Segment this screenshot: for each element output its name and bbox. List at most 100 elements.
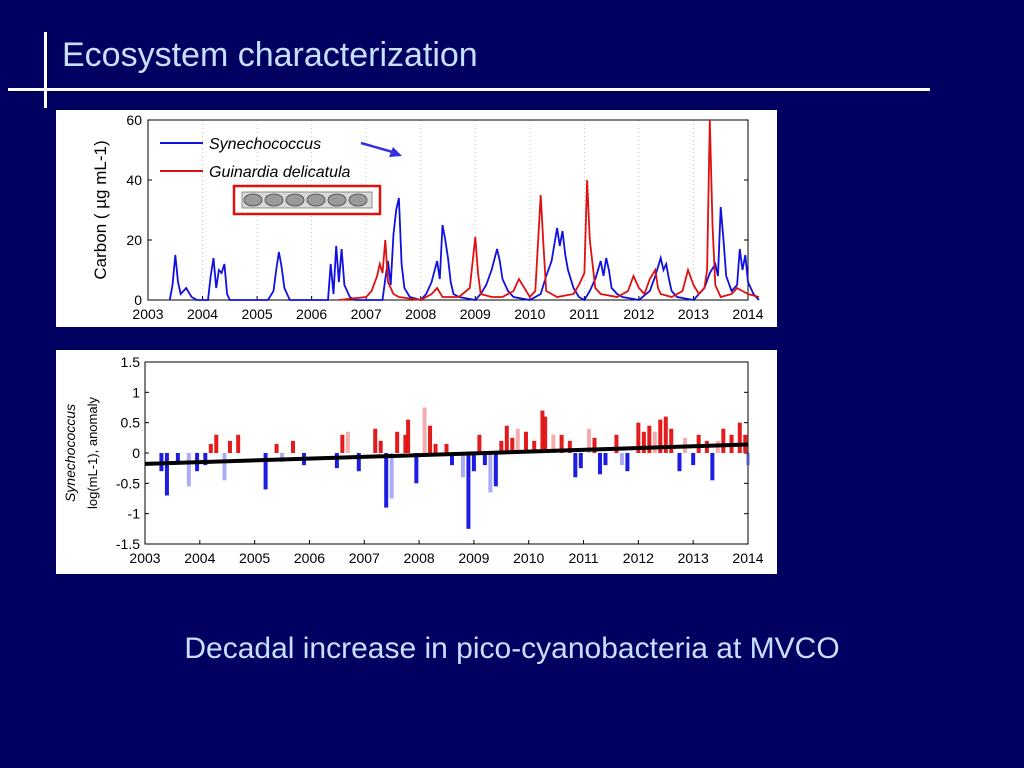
anomaly-bar bbox=[543, 416, 548, 453]
anomaly-bar bbox=[428, 425, 433, 453]
anomaly-bar bbox=[523, 431, 528, 453]
anomaly-bar bbox=[567, 440, 572, 453]
anomaly-bar bbox=[540, 410, 545, 453]
anomaly-bar bbox=[587, 428, 592, 453]
y-tick-label: 1.5 bbox=[121, 354, 141, 370]
x-tick-label: 2007 bbox=[349, 550, 380, 566]
carbon-chart-panel: 0 20 40 60 2003 2004 2005 2006 2007 2008 2009 2010 2… bbox=[56, 110, 777, 327]
carbon-chart: 0 20 40 60 2003 2004 2005 2006 2007 2008 2009 2010 2… bbox=[91, 112, 764, 322]
anomaly-bar bbox=[488, 453, 493, 493]
anomaly-bar bbox=[614, 434, 619, 453]
series-line-guinardia-delicatula bbox=[338, 119, 760, 301]
x-tick-label: 2005 bbox=[239, 550, 270, 566]
x-tick-label: 2011 bbox=[569, 306, 599, 322]
anomaly-bar bbox=[625, 453, 630, 472]
x-tick-label: 2006 bbox=[296, 306, 327, 322]
anomaly-bar bbox=[477, 434, 482, 453]
anomaly-bar bbox=[493, 453, 498, 487]
legend-label: Guinardia delicatula bbox=[209, 164, 351, 181]
anomaly-bar bbox=[356, 453, 361, 472]
anomaly-bar bbox=[422, 407, 427, 453]
anomaly-bar bbox=[597, 453, 602, 475]
x-tick-label: 2008 bbox=[404, 550, 435, 566]
anomaly-bar bbox=[389, 453, 394, 499]
y-tick-label: 0 bbox=[132, 445, 140, 461]
anomaly-bar bbox=[573, 453, 578, 478]
anomaly-bar bbox=[373, 428, 378, 453]
legend-arrow-shaft bbox=[360, 141, 397, 155]
anomaly-bar bbox=[677, 453, 682, 472]
x-tick-label: 2004 bbox=[187, 306, 218, 322]
x-tick-label: 2008 bbox=[405, 306, 436, 322]
anomaly-bar bbox=[652, 431, 657, 453]
anomaly-bar bbox=[466, 453, 471, 529]
y-axis-label: Carbon ( µg mL-1) bbox=[91, 140, 110, 279]
anomaly-bar bbox=[406, 419, 411, 453]
anomaly-bar bbox=[504, 425, 509, 453]
title-vertical-rule bbox=[44, 32, 47, 108]
anomaly-bar bbox=[186, 453, 191, 487]
y-tick-label: 0 bbox=[134, 292, 142, 308]
anomaly-bar bbox=[510, 437, 515, 453]
anomaly-bar bbox=[559, 434, 564, 453]
diatom-cell-icon bbox=[243, 193, 263, 207]
anomaly-bar bbox=[482, 453, 487, 466]
diatom-cell-icon bbox=[285, 193, 305, 207]
x-tick-label: 2014 bbox=[732, 306, 763, 322]
y-tick-label: 60 bbox=[126, 112, 142, 128]
y-tick-label: 40 bbox=[126, 172, 142, 188]
anomaly-bar bbox=[334, 453, 339, 469]
x-tick-label: 2013 bbox=[678, 306, 709, 322]
anomaly-bar bbox=[691, 453, 696, 466]
anomaly-bar bbox=[647, 425, 652, 453]
anomaly-bar bbox=[658, 419, 663, 453]
anomaly-bar bbox=[696, 434, 701, 453]
series-line-synechococcus bbox=[168, 197, 760, 302]
anomaly-chart: -1.5 -1 -0.5 0 0.5 1 1.5 2003 2004 2005 2006 2007 20… bbox=[62, 354, 764, 566]
anomaly-chart-panel: -1.5 -1 -0.5 0 0.5 1 1.5 2003 2004 2005 2006 2007 20… bbox=[56, 350, 777, 574]
anomaly-bar bbox=[515, 428, 520, 453]
anomaly-bar bbox=[578, 453, 583, 469]
x-tick-label: 2006 bbox=[294, 550, 325, 566]
x-tick-label: 2005 bbox=[242, 306, 273, 322]
anomaly-bar bbox=[340, 434, 345, 453]
anomaly-bar bbox=[274, 443, 279, 453]
anomaly-bar bbox=[746, 453, 750, 466]
anomaly-bar bbox=[471, 453, 476, 472]
x-tick-label: 2012 bbox=[623, 550, 654, 566]
y-tick-label: -1.5 bbox=[116, 536, 140, 552]
anomaly-bar bbox=[641, 431, 646, 453]
y-tick-label: -0.5 bbox=[116, 475, 140, 491]
anomaly-bar bbox=[214, 434, 219, 453]
x-tick-label: 2012 bbox=[623, 306, 654, 322]
anomaly-bar bbox=[663, 416, 668, 453]
x-tick-label: 2009 bbox=[458, 550, 489, 566]
anomaly-bar bbox=[721, 428, 726, 453]
anomaly-bar bbox=[263, 453, 268, 490]
anomaly-bar bbox=[669, 428, 674, 453]
x-tick-label: 2004 bbox=[184, 550, 215, 566]
diatom-cell-icon bbox=[306, 193, 326, 207]
anomaly-bar bbox=[619, 453, 624, 466]
y-tick-label: 1 bbox=[132, 384, 140, 400]
anomaly-bar bbox=[222, 453, 227, 481]
anomaly-bar bbox=[345, 431, 350, 453]
anomaly-bar bbox=[551, 434, 556, 453]
legend-label: Synechococcus bbox=[209, 136, 321, 153]
anomaly-bar bbox=[449, 453, 454, 466]
anomaly-bar bbox=[384, 453, 389, 508]
anomaly-bar bbox=[592, 437, 597, 453]
anomaly-bar bbox=[460, 453, 465, 478]
anomaly-bar bbox=[444, 443, 449, 453]
y-axis-label-species: Synechococcus bbox=[62, 404, 78, 502]
anomaly-bar bbox=[208, 443, 213, 453]
x-tick-label: 2009 bbox=[460, 306, 491, 322]
x-tick-label: 2011 bbox=[568, 550, 598, 566]
anomaly-bar bbox=[291, 440, 296, 453]
anomaly-bar bbox=[737, 422, 742, 453]
anomaly-bar bbox=[395, 431, 400, 453]
anomaly-bar bbox=[164, 453, 169, 496]
y-axis-label-units: log(mL-1), anomaly bbox=[85, 397, 100, 509]
x-tick-label: 2003 bbox=[129, 550, 160, 566]
title-horizontal-rule bbox=[8, 88, 930, 91]
